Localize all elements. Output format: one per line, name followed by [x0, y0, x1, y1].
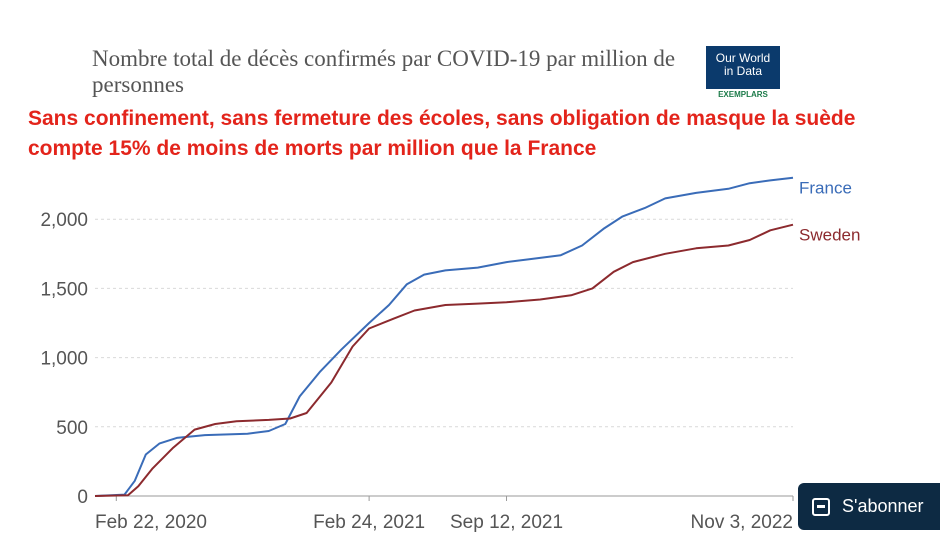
subscribe-icon — [812, 497, 830, 516]
y-tick-label: 1,500 — [40, 279, 88, 300]
subscribe-button[interactable]: S'abonner — [798, 483, 940, 530]
y-axis-ticks: 0 500 1,000 1,500 2,000 — [40, 210, 88, 508]
grid-lines — [95, 218, 793, 497]
x-tick-label: Feb 24, 2021 — [313, 512, 425, 533]
our-world-in-data-logo[interactable]: Our World in Data EXEMPLARS — [706, 46, 780, 101]
x-tick-label: Nov 3, 2022 — [691, 512, 793, 533]
series-labels: France Sweden — [799, 179, 860, 245]
subscribe-label: S'abonner — [842, 496, 924, 516]
y-tick-label: 500 — [56, 418, 88, 439]
x-tick-label: Sep 12, 2021 — [450, 512, 563, 533]
logo-line-1: Our World — [715, 51, 771, 65]
series-line-france — [94, 176, 794, 497]
series-lines — [94, 176, 794, 497]
y-tick-label: 0 — [77, 487, 88, 508]
chart-title: Nombre total de décès confirmés par COVI… — [92, 46, 676, 97]
series-label-sweden: Sweden — [799, 226, 860, 245]
series-label-france: France — [799, 179, 852, 198]
x-axis-ticks: Feb 22, 2020 Feb 24, 2021 Sep 12, 2021 Nov … — [95, 496, 794, 533]
x-tick-label: Feb 22, 2020 — [95, 512, 207, 533]
logo-line-3: EXEMPLARS — [706, 89, 780, 101]
series-line-sweden — [94, 223, 794, 497]
headline-annotation: Sans confinement, sans fermeture des éco… — [28, 107, 856, 160]
y-tick-label: 2,000 — [40, 210, 88, 231]
y-tick-label: 1,000 — [40, 349, 88, 370]
logo-line-2: in Data — [723, 64, 763, 78]
